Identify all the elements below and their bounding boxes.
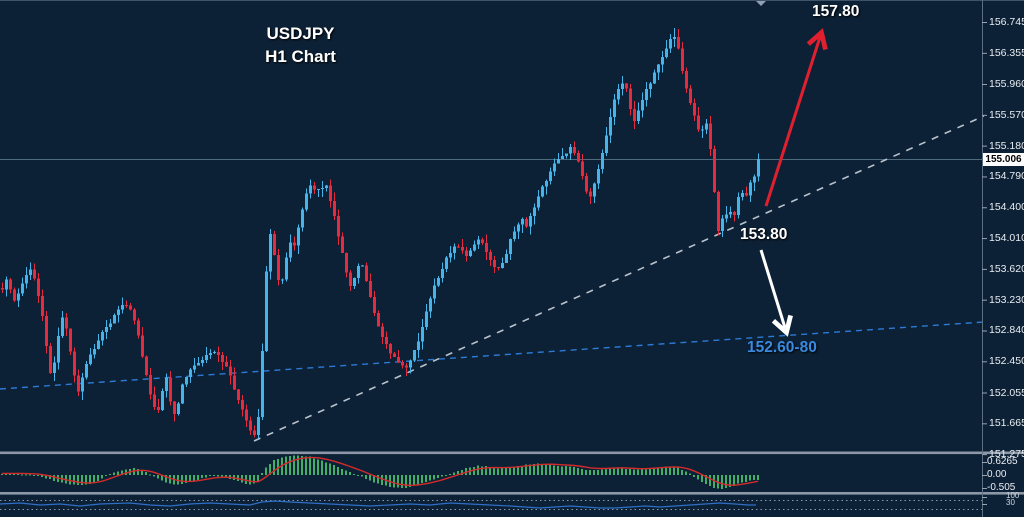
- top-triangle-marker: [756, 1, 766, 6]
- price-tick-label: 155.570: [989, 108, 1024, 121]
- chart-title: USDJPY H1 Chart: [228, 22, 373, 68]
- price-tick-label: 154.790: [989, 170, 1024, 183]
- price-tick-label: 152.055: [989, 386, 1024, 399]
- indicator-level-label: -0.505: [987, 482, 1016, 493]
- price-tick-label: 152.450: [989, 355, 1024, 368]
- macd-signal-line: [1, 456, 759, 486]
- timeframe-label: H1 Chart: [265, 47, 336, 66]
- annotation-support-zone: 152.60-80: [747, 339, 817, 356]
- pane-divider: [0, 451, 1024, 455]
- price-tick-label: 155.180: [989, 139, 1024, 152]
- ascending-support-trendline: [253, 115, 985, 442]
- price-tick-label: 156.745: [989, 16, 1024, 28]
- price-tick-label: 155.960: [989, 78, 1024, 90]
- macd-histogram: [1, 455, 759, 489]
- price-tick-label: 154.010: [989, 232, 1024, 245]
- candlestick-series: [1, 28, 760, 439]
- current-price-tag: 155.006: [983, 152, 1024, 166]
- minor-support-trendline: [0, 321, 985, 390]
- price-tick-label: 156.355: [989, 46, 1024, 59]
- price-tick-label: 153.230: [989, 293, 1024, 306]
- price-tick-label: 151.665: [989, 417, 1024, 430]
- annotation-pullback-level: 153.80: [740, 226, 788, 243]
- oscillator-line: [0, 500, 756, 509]
- symbol-label: USDJPY: [266, 24, 335, 43]
- bullish-projection-arrow: [764, 28, 828, 207]
- price-tick-label: 151.275: [989, 448, 1024, 461]
- oscillator-level-label: 30: [1006, 498, 1015, 507]
- price-tick-label: 152.840: [989, 324, 1024, 337]
- price-tick-label: 153.620: [989, 262, 1024, 275]
- annotation-upside-target: 157.80: [812, 3, 860, 20]
- oscillator-level-label: 100: [1006, 491, 1020, 500]
- indicator-level-label: 0.00: [987, 469, 1007, 480]
- price-tick-label: 154.400: [989, 201, 1024, 214]
- pullback-projection-arrow: [759, 249, 793, 337]
- indicator-level-label: 0.6265: [987, 456, 1018, 467]
- pane-divider: [0, 492, 1024, 495]
